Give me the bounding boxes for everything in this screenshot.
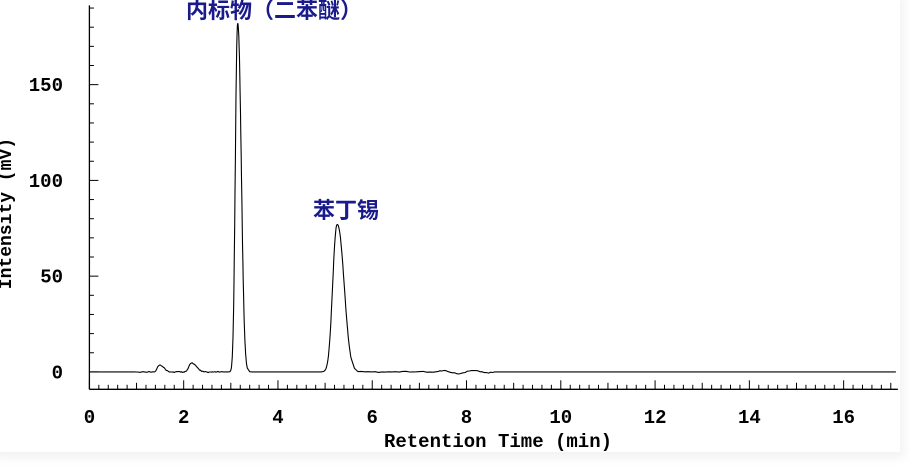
svg-text:10: 10: [549, 407, 572, 429]
svg-text:12: 12: [644, 407, 667, 429]
svg-text:14: 14: [738, 407, 761, 429]
svg-text:Intensity (mV): Intensity (mV): [0, 138, 17, 289]
svg-text:50: 50: [40, 267, 63, 289]
svg-text:苯丁锡: 苯丁锡: [313, 193, 379, 225]
svg-text:2: 2: [178, 407, 189, 429]
svg-text:0: 0: [52, 362, 63, 384]
svg-text:150: 150: [29, 75, 63, 97]
svg-text:内标物（二苯醚）: 内标物（二苯醚）: [186, 0, 362, 25]
svg-text:Retention Time (min): Retention Time (min): [384, 431, 612, 453]
svg-text:6: 6: [366, 407, 377, 429]
svg-text:0: 0: [84, 407, 95, 429]
svg-text:4: 4: [272, 407, 283, 429]
svg-text:8: 8: [461, 407, 472, 429]
svg-text:100: 100: [29, 171, 63, 193]
svg-text:16: 16: [832, 407, 855, 429]
